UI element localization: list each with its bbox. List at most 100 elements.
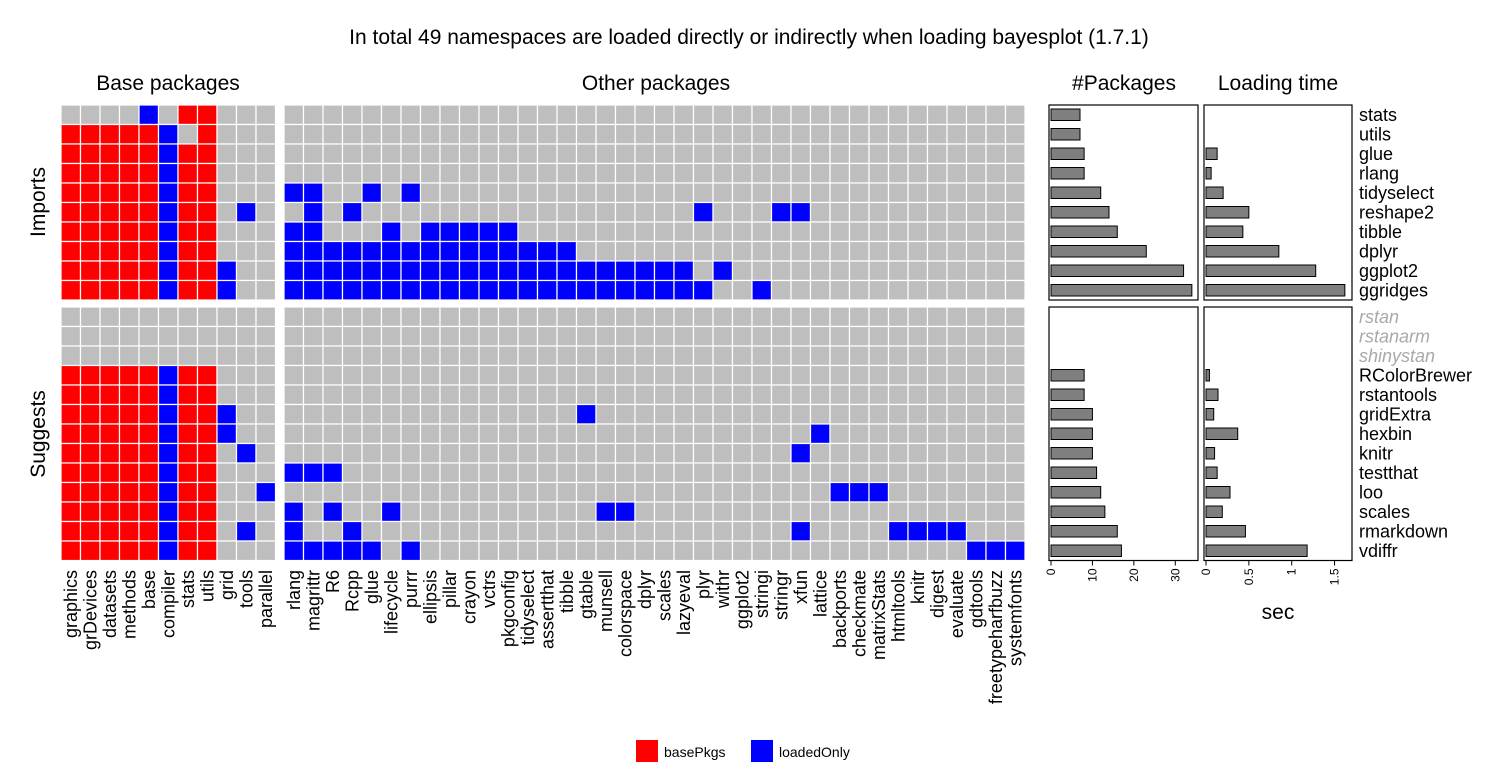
tile-suggests-RColorBrewer-gdtools: [965, 364, 987, 386]
tile-suggests-rmarkdown-vctrs: [478, 520, 500, 542]
tile-imports-ggridges-htmltools: [887, 279, 909, 301]
tile-suggests-rmarkdown-R6: [322, 520, 344, 542]
tile-imports-ggplot2-tools: [235, 260, 257, 282]
tile-imports-tibble-xfun: [790, 221, 812, 243]
tile-suggests-gridExtra-Rcpp: [341, 403, 363, 425]
tile-imports-stats-colorspace: [614, 104, 636, 126]
other-column-label-rlang: rlang: [284, 570, 304, 610]
tile-suggests-hexbin-stats: [177, 423, 199, 445]
tile-suggests-rstanarm-crayon: [458, 325, 480, 347]
tile-suggests-shinystan-lattice: [809, 345, 831, 367]
tile-suggests-hexbin-pkgconfig: [497, 423, 519, 445]
tile-suggests-scales-backports: [829, 501, 851, 523]
tile-imports-tibble-grDevices: [79, 221, 101, 243]
count-bar-glue: [1050, 147, 1085, 160]
tile-imports-ggridges-colorspace: [614, 279, 636, 301]
tile-suggests-rmarkdown-munsell: [595, 520, 617, 542]
tile-suggests-scales-lattice: [809, 501, 831, 523]
tile-imports-tidyselect-tools: [235, 182, 257, 204]
tile-suggests-rstan-compiler: [157, 306, 179, 328]
tile-suggests-rstantools-grDevices: [79, 384, 101, 406]
tile-suggests-knitr-scales: [653, 442, 675, 464]
tile-imports-ggplot2-systemfonts: [1004, 260, 1026, 282]
tile-imports-utils-tidyselect: [517, 123, 539, 145]
tile-imports-reshape2-munsell: [595, 201, 617, 223]
tile-imports-dplyr-parallel: [255, 240, 277, 262]
tile-imports-glue-tibble: [556, 143, 578, 165]
tile-imports-reshape2-datasets: [99, 201, 121, 223]
row-label-loo: loo: [1359, 482, 1383, 502]
tile-suggests-shinystan-stringr: [770, 345, 792, 367]
tile-suggests-shinystan-digest: [926, 345, 948, 367]
tile-imports-stats-Rcpp: [341, 104, 363, 126]
tile-imports-rlang-colorspace: [614, 162, 636, 184]
tile-suggests-hexbin-colorspace: [614, 423, 636, 445]
tile-suggests-rstanarm-utils: [196, 325, 218, 347]
tile-imports-tidyselect-ggplot2: [731, 182, 753, 204]
tile-imports-tibble-lifecycle: [380, 221, 402, 243]
tile-imports-utils-colorspace: [614, 123, 636, 145]
tile-suggests-loo-systemfonts: [1004, 481, 1026, 503]
tile-imports-reshape2-htmltools: [887, 201, 909, 223]
time-bar-glue: [1205, 147, 1218, 160]
tile-suggests-knitr-datasets: [99, 442, 121, 464]
tile-suggests-RColorBrewer-lazyeval: [673, 364, 695, 386]
tile-suggests-testthat-pkgconfig: [497, 462, 519, 484]
row-label-ggridges: ggridges: [1359, 280, 1428, 300]
tile-imports-utils-datasets: [99, 123, 121, 145]
tile-imports-ggplot2-crayon: [458, 260, 480, 282]
tile-suggests-vdiffr-utils: [196, 540, 218, 562]
tile-imports-tidyselect-htmltools: [887, 182, 909, 204]
tile-suggests-vdiffr-glue: [361, 540, 383, 562]
tile-imports-tibble-freetypeharfbuzz: [985, 221, 1007, 243]
tile-suggests-scales-checkmate: [848, 501, 870, 523]
tile-suggests-loo-plyr: [692, 481, 714, 503]
other-column-label-backports: backports: [830, 570, 850, 648]
tile-imports-dplyr-tools: [235, 240, 257, 262]
tile-suggests-hexbin-tools: [235, 423, 257, 445]
tile-imports-rlang-evaluate: [946, 162, 968, 184]
tile-suggests-rstan-gtable: [575, 306, 597, 328]
tile-suggests-rmarkdown-tibble: [556, 520, 578, 542]
tile-suggests-gridExtra-parallel: [255, 403, 277, 425]
tile-imports-rlang-vctrs: [478, 162, 500, 184]
tile-suggests-gridExtra-vctrs: [478, 403, 500, 425]
tile-imports-dplyr-Rcpp: [341, 240, 363, 262]
tile-imports-tidyselect-purrr: [400, 182, 422, 204]
tile-suggests-loo-freetypeharfbuzz: [985, 481, 1007, 503]
tile-suggests-rmarkdown-stringi: [751, 520, 773, 542]
tile-suggests-rstantools-methods: [118, 384, 140, 406]
tile-imports-tidyselect-backports: [829, 182, 851, 204]
tile-imports-rlang-parallel: [255, 162, 277, 184]
tile-suggests-RColorBrewer-Rcpp: [341, 364, 363, 386]
tile-suggests-rstantools-knitr: [907, 384, 929, 406]
tile-suggests-rstantools-gtable: [575, 384, 597, 406]
time-bar-vdiffr: [1205, 544, 1308, 557]
tile-suggests-rstantools-plyr: [692, 384, 714, 406]
tile-imports-ggridges-base: [138, 279, 160, 301]
tile-suggests-rstan-assertthat: [536, 306, 558, 328]
tile-suggests-shinystan-dplyr: [634, 345, 656, 367]
tile-suggests-rmarkdown-base: [138, 520, 160, 542]
tile-imports-glue-Rcpp: [341, 143, 363, 165]
tile-imports-glue-base: [138, 143, 160, 165]
tile-suggests-knitr-tibble: [556, 442, 578, 464]
other-column-label-digest: digest: [927, 570, 947, 618]
tile-imports-glue-vctrs: [478, 143, 500, 165]
tile-imports-utils-gdtools: [965, 123, 987, 145]
time-bar-tidyselect: [1205, 186, 1224, 199]
tile-suggests-gridExtra-grDevices: [79, 403, 101, 425]
tile-suggests-rstan-R6: [322, 306, 344, 328]
base-column-label-graphics: graphics: [61, 570, 81, 638]
tile-imports-ggridges-grid: [216, 279, 238, 301]
tile-suggests-shinystan-stats: [177, 345, 199, 367]
time-bar-gridExtra: [1205, 408, 1215, 421]
tile-suggests-vdiffr-pkgconfig: [497, 540, 519, 562]
row-label-utils: utils: [1359, 124, 1391, 144]
tile-suggests-testthat-tools: [235, 462, 257, 484]
tile-suggests-loo-datasets: [99, 481, 121, 503]
tile-imports-stats-digest: [926, 104, 948, 126]
tile-imports-tidyselect-methods: [118, 182, 140, 204]
tile-imports-rlang-withr: [712, 162, 734, 184]
row-label-stats: stats: [1359, 105, 1397, 125]
